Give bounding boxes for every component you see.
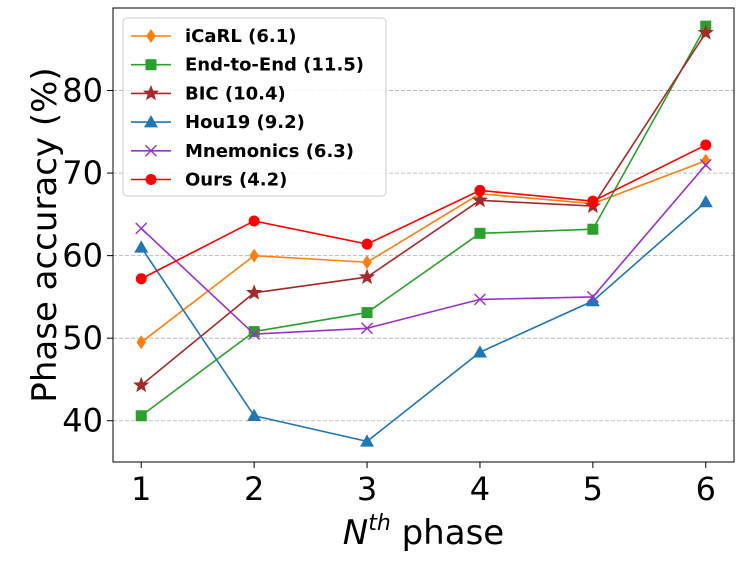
- x-tick-label: 5: [583, 470, 603, 508]
- legend-marker: [145, 59, 157, 71]
- y-tick-label: 50: [62, 319, 103, 357]
- x-axis-label-rest: phase: [391, 513, 504, 553]
- data-point: [358, 268, 376, 284]
- data-point: [248, 215, 260, 227]
- legend-item: End-to-End (11.5): [131, 55, 364, 76]
- legend-frame: [122, 17, 387, 197]
- data-point: [136, 335, 147, 350]
- series-3: [134, 194, 713, 447]
- data-point: [473, 293, 486, 306]
- legend-label: End-to-End (11.5): [185, 55, 364, 76]
- series-line: [140, 164, 707, 335]
- data-point: [135, 222, 148, 235]
- data-point: [697, 24, 714, 40]
- y-tick-label: 70: [62, 154, 103, 192]
- x-tick-label: 4: [470, 470, 490, 508]
- legend-label: Ours (4.2): [185, 170, 287, 191]
- data-point: [249, 248, 259, 263]
- legend-item: BIC (10.4): [131, 83, 286, 104]
- x-tick-label: 3: [357, 470, 377, 508]
- legend-marker: [145, 174, 157, 185]
- data-point: [246, 284, 263, 300]
- x-tick-label: 2: [244, 470, 264, 508]
- data-point: [699, 158, 712, 171]
- series-line: [140, 32, 707, 386]
- data-point: [471, 191, 489, 208]
- legend-marker: [144, 115, 158, 128]
- data-point: [135, 273, 147, 285]
- series-line: [140, 144, 707, 280]
- plot-frame: [112, 7, 735, 463]
- data-point: [474, 227, 486, 239]
- data-point: [587, 195, 599, 207]
- legend-label: iCaRL (6.1): [185, 26, 296, 47]
- legend-marker: [145, 144, 157, 157]
- legend-label: BIC (10.4): [185, 83, 286, 104]
- data-point: [362, 255, 372, 270]
- x-axis-label-superscript: th: [368, 511, 391, 536]
- legend-item: Hou19 (9.2): [131, 112, 305, 133]
- data-point: [248, 328, 261, 341]
- y-tick-label: 60: [62, 237, 103, 275]
- series-line: [140, 25, 707, 417]
- legend-label: Hou19 (9.2): [185, 112, 305, 133]
- data-point: [134, 240, 149, 253]
- data-point: [700, 153, 711, 168]
- legend-marker: [146, 29, 156, 43]
- legend-item: Mnemonics (6.3): [131, 141, 354, 162]
- legend-marker: [142, 84, 160, 101]
- data-point: [587, 223, 599, 235]
- data-point: [700, 139, 712, 151]
- data-point: [474, 184, 486, 196]
- legend: iCaRL (6.1) End-to-End (11.5) BIC (10.4) Ho…: [122, 17, 387, 197]
- legend-label: Mnemonics (6.3): [185, 141, 354, 162]
- data-point: [361, 238, 373, 250]
- data-point: [585, 294, 600, 307]
- y-tick-label: 40: [62, 402, 103, 440]
- x-axis-label-base: N: [343, 513, 368, 553]
- data-point: [586, 290, 599, 303]
- series-4: [135, 158, 712, 341]
- x-tick-label: 6: [696, 470, 716, 508]
- data-point: [698, 194, 713, 208]
- data-point: [248, 326, 260, 338]
- data-point: [133, 376, 150, 393]
- data-point: [247, 408, 262, 422]
- series-lines: [133, 20, 714, 447]
- legend-item: iCaRL (6.1): [131, 26, 296, 47]
- data-point: [472, 345, 487, 358]
- data-point: [361, 307, 373, 319]
- y-axis-label: Phase accuracy (%): [25, 67, 65, 402]
- data-point: [360, 434, 375, 447]
- x-axis-label: Nth phase: [343, 511, 504, 553]
- y-tick-label: 80: [62, 72, 103, 110]
- data-point: [361, 322, 374, 335]
- series-line: [140, 201, 707, 443]
- data-point: [135, 410, 147, 422]
- legend-item: Ours (4.2): [131, 170, 287, 191]
- axis-ticks: 40 50 60 70 80 1 2 3 4 5 6: [62, 72, 716, 508]
- series-5: [135, 139, 712, 285]
- x-tick-label: 1: [131, 470, 151, 508]
